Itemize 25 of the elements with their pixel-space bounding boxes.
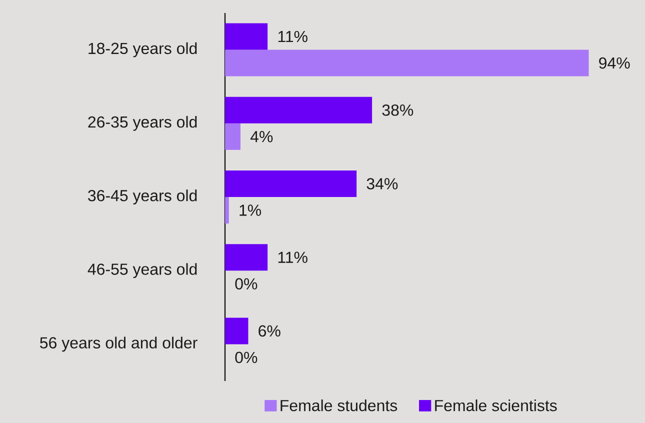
data-label: 6%: [258, 325, 280, 337]
data-label: 0%: [235, 278, 258, 290]
bar: [225, 244, 268, 271]
bar: [225, 96, 372, 124]
bar: [225, 50, 589, 76]
y-tick-label: 18-25 years old: [88, 42, 197, 58]
data-label: 11%: [278, 30, 308, 42]
data-label: 94%: [599, 57, 630, 69]
y-tick-label: 36-45 years old: [88, 190, 197, 204]
legend-label: Female students: [280, 399, 398, 412]
bar: [225, 196, 229, 224]
bar: [225, 170, 357, 197]
y-tick-label: 46-55 years old: [88, 263, 197, 278]
data-label: 0%: [235, 352, 258, 364]
data-label: 11%: [278, 252, 308, 263]
bar: [225, 318, 248, 344]
data-label: 34%: [366, 178, 398, 190]
legend-label: Female scientists: [435, 399, 557, 412]
bar: [225, 23, 268, 50]
bar: [225, 123, 240, 150]
y-tick-label: 26-35 years old: [88, 116, 197, 131]
y-tick-label: 56 years old and older: [40, 336, 198, 352]
data-label: 38%: [382, 104, 414, 116]
data-label: 4%: [250, 131, 273, 142]
data-label: 1%: [240, 204, 262, 216]
